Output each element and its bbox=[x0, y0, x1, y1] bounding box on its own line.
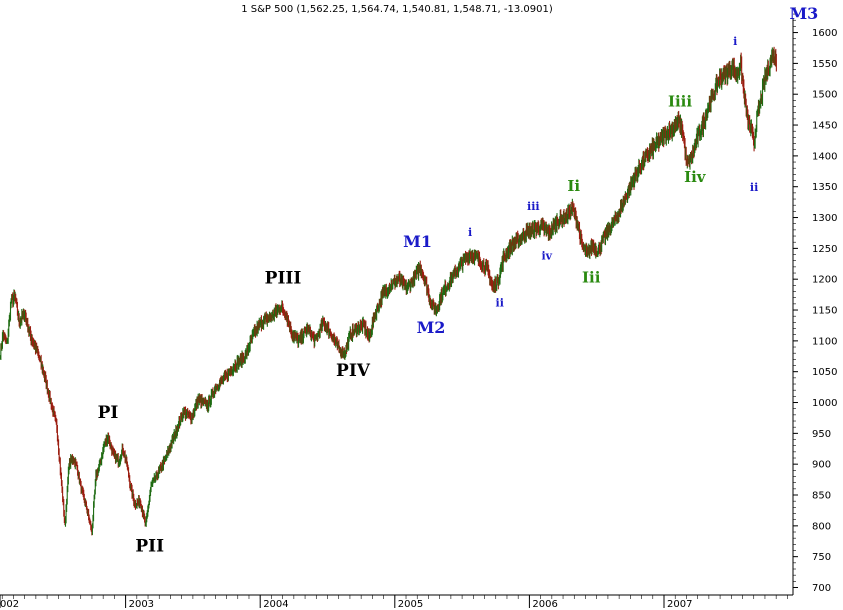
wave-label-intermediate: Iii bbox=[582, 268, 601, 286]
wave-label-intermediate: Iiii bbox=[668, 93, 692, 111]
wave-label-major: M3 bbox=[789, 4, 818, 23]
wave-label-intermediate: Ii bbox=[567, 177, 580, 195]
y-tick-label: 1600 bbox=[812, 28, 837, 39]
y-tick-label: 800 bbox=[812, 521, 831, 532]
x-tick-label: 2003 bbox=[129, 599, 154, 610]
y-tick-label: 1450 bbox=[812, 121, 837, 132]
wave-label-minor: iii bbox=[527, 200, 540, 213]
y-tick-label: 850 bbox=[812, 491, 831, 502]
y-tick-label: 1400 bbox=[812, 151, 837, 162]
x-tick-label: 2006 bbox=[532, 599, 557, 610]
y-tick-label: 1500 bbox=[812, 90, 837, 101]
wave-label-primary: PIV bbox=[336, 361, 371, 381]
wave-label-minor: i bbox=[468, 226, 472, 239]
y-tick-label: 1050 bbox=[812, 367, 837, 378]
wave-label-primary: PI bbox=[98, 403, 119, 423]
wave-label-minor: ii bbox=[750, 181, 758, 194]
wave-label-major: M1 bbox=[403, 232, 432, 251]
x-tick-label: 2005 bbox=[398, 599, 423, 610]
y-tick-label: 1150 bbox=[812, 306, 837, 317]
wave-label-minor: i bbox=[733, 35, 737, 48]
y-tick-label: 1550 bbox=[812, 59, 837, 70]
y-tick-label: 1200 bbox=[812, 275, 837, 286]
wave-label-minor: iv bbox=[542, 250, 553, 263]
x-tick-label: 2007 bbox=[667, 599, 692, 610]
x-axis: 002 2003 2004 2005 2006 2007 bbox=[0, 595, 788, 610]
wave-label-primary: PII bbox=[135, 537, 164, 557]
y-tick-label: 1100 bbox=[812, 336, 837, 347]
wave-labels: PIPIIPIIIPIVM1M2M3iiiiiiiviiiIiIiiIiiiIi… bbox=[98, 4, 819, 557]
wave-label-major: M2 bbox=[417, 318, 446, 337]
chart-title: 1 S&P 500 (1,562.25, 1,564.74, 1,540.81,… bbox=[241, 4, 553, 15]
y-axis: 700 750 800 850 900 950 1000 1050 1100 1150 1200 12… bbox=[793, 7, 837, 594]
wave-label-primary: PIII bbox=[265, 269, 302, 289]
wave-label-minor: ii bbox=[496, 296, 504, 309]
y-tick-label: 1300 bbox=[812, 213, 837, 224]
wave-label-intermediate: Iiv bbox=[684, 168, 707, 186]
y-tick-label: 950 bbox=[812, 429, 831, 440]
y-tick-label: 1000 bbox=[812, 398, 837, 409]
x-tick-label: 2004 bbox=[263, 599, 288, 610]
y-tick-label: 700 bbox=[812, 583, 831, 594]
y-tick-label: 900 bbox=[812, 460, 831, 471]
y-tick-label: 1250 bbox=[812, 244, 837, 255]
y-tick-label: 750 bbox=[812, 552, 831, 563]
price-series bbox=[0, 46, 777, 536]
x-tick-label: 002 bbox=[0, 599, 19, 610]
y-tick-label: 1350 bbox=[812, 182, 837, 193]
